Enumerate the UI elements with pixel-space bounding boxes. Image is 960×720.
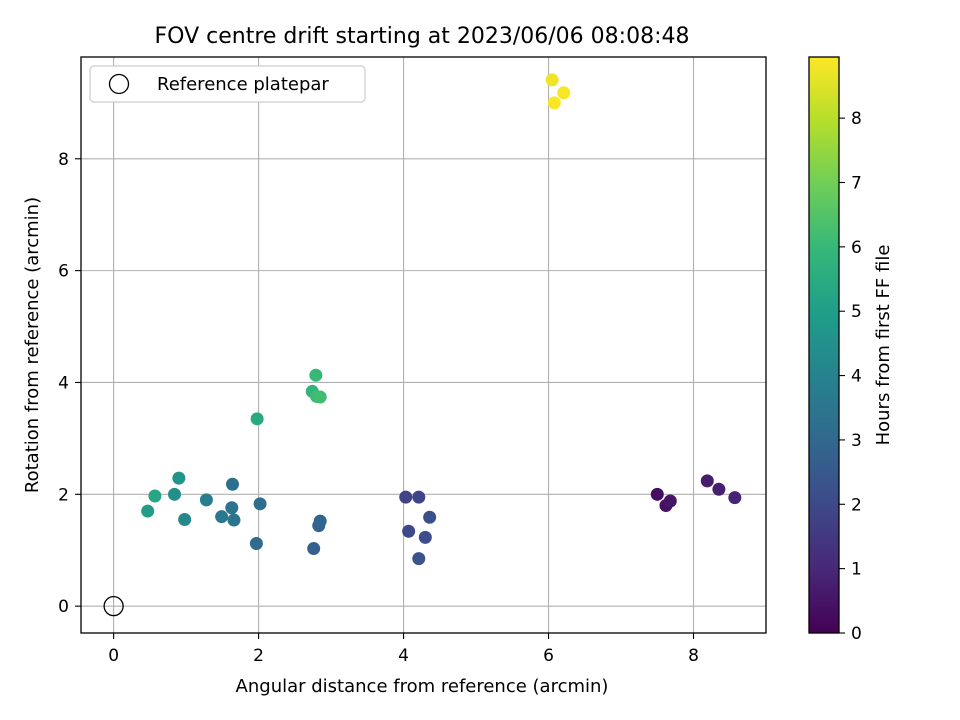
plot-area: 0 2 4 6 8 0 2 4 6 8: [58, 56, 767, 666]
colorbar-tick-label: 3: [851, 431, 862, 451]
colorbar-gradient: [808, 56, 840, 634]
scatter-point: [225, 501, 239, 515]
colorbar-tick-label: 2: [851, 495, 862, 515]
scatter-point: [178, 512, 192, 526]
scatter-point: [309, 368, 323, 382]
scatter-point: [423, 510, 437, 524]
grid-lines: [81, 57, 766, 633]
scatter-point: [313, 390, 327, 404]
y-tick-label: 6: [58, 262, 69, 282]
plot-frame: [80, 56, 767, 634]
legend-marker: [108, 73, 130, 95]
y-axis-ticks: 0 2 4 6 8: [58, 150, 81, 617]
scatter-point: [418, 530, 432, 544]
data-points: [141, 73, 742, 566]
legend-label: Reference platepar: [157, 74, 329, 95]
colorbar-tick-label: 1: [851, 560, 862, 580]
scatter-point: [728, 491, 742, 505]
scatter-point: [399, 490, 413, 504]
scatter-point: [215, 510, 229, 524]
scatter-point: [712, 482, 726, 496]
legend-box: [89, 65, 366, 103]
scatter-point: [650, 487, 664, 501]
scatter-point: [172, 471, 186, 485]
y-tick-label: 4: [58, 373, 69, 393]
colorbar-tick-label: 0: [851, 624, 862, 644]
x-tick-label: 2: [253, 646, 264, 666]
colorbar-tick-label: 5: [851, 302, 862, 322]
scatter-point: [700, 474, 714, 488]
scatter-point: [663, 494, 677, 508]
x-tick-label: 6: [543, 646, 554, 666]
colorbar-tick-label: 4: [851, 367, 862, 387]
scatter-point: [148, 489, 162, 503]
legend: Reference platepar: [89, 65, 366, 103]
scatter-point: [249, 537, 263, 551]
colorbar-ticks: 0 1 2 3 4 5 6 7 8: [839, 109, 862, 644]
scatter-point: [250, 412, 264, 426]
colorbar-tick-label: 8: [851, 109, 862, 129]
scatter-point: [545, 73, 559, 87]
x-axis-ticks: 0 2 4 6 8: [108, 633, 699, 666]
x-axis-label: Angular distance from reference (arcmin): [236, 676, 609, 697]
reference-point-marker: [103, 596, 124, 617]
scatter-point: [402, 524, 416, 538]
scatter-point: [557, 86, 571, 100]
scatter-point: [412, 490, 426, 504]
x-tick-label: 4: [398, 646, 409, 666]
colorbar-tick-label: 7: [851, 173, 862, 193]
scatter-point: [225, 477, 239, 491]
scatter-point: [141, 504, 155, 518]
scatter-point: [307, 542, 321, 556]
colorbar-label: Hours from first FF file: [873, 245, 894, 446]
colorbar: 0 1 2 3 4 5 6 7 8 Hours from first FF file: [808, 56, 894, 644]
scatter-point: [253, 497, 267, 511]
scatter-point: [313, 514, 327, 528]
colorbar-tick-label: 6: [851, 238, 862, 258]
scatter-point: [547, 96, 561, 110]
chart-title: FOV centre drift starting at 2023/06/06 …: [155, 24, 690, 49]
scatter-point: [227, 513, 241, 527]
x-tick-label: 0: [108, 646, 119, 666]
y-tick-label: 2: [58, 485, 69, 505]
y-tick-label: 0: [58, 597, 69, 617]
y-tick-label: 8: [58, 150, 69, 170]
scatter-point: [199, 493, 213, 507]
scatter-point: [412, 552, 426, 566]
x-tick-label: 8: [688, 646, 699, 666]
y-axis-label: Rotation from reference (arcmin): [22, 197, 43, 493]
scatter-point: [168, 487, 182, 501]
